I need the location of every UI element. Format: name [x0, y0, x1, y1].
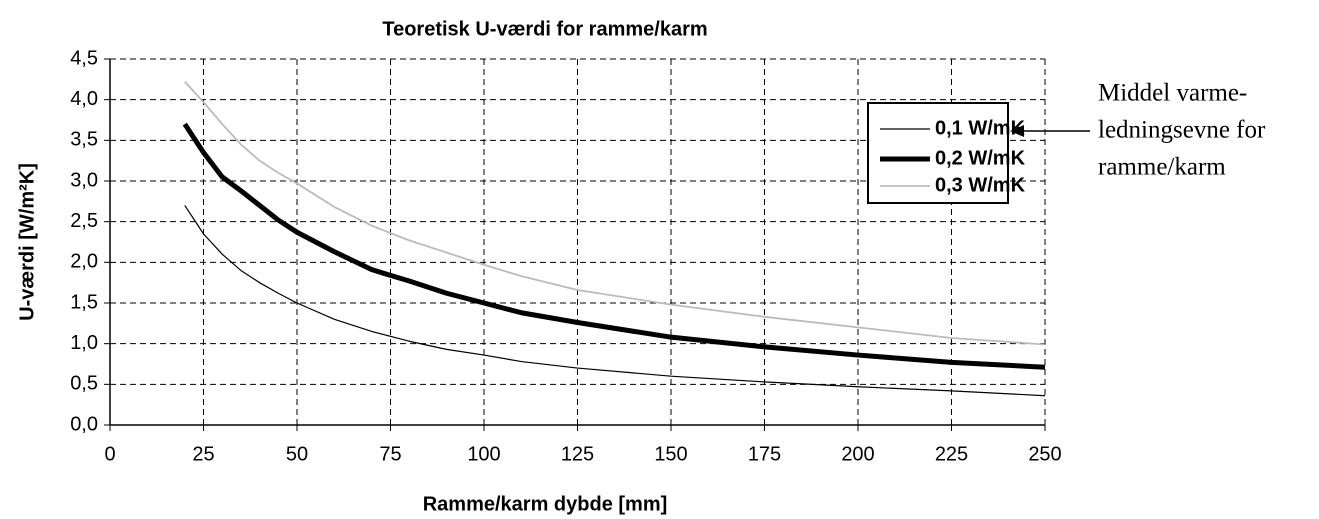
x-tick-label: 250: [1028, 443, 1061, 465]
y-tick-label: 1,5: [70, 291, 98, 313]
y-tick-label: 4,5: [70, 47, 98, 69]
x-tick-label: 100: [467, 443, 500, 465]
x-tick-label: 125: [561, 443, 594, 465]
x-tick-label: 225: [935, 443, 968, 465]
legend-label: 0,2 W/mK: [935, 147, 1026, 169]
annotation: ramme/karm: [1098, 154, 1226, 181]
data-line: [184, 81, 1046, 346]
annotation: ledningsevne for: [1098, 117, 1266, 144]
x-tick-label: 25: [192, 443, 214, 465]
x-tick-label: 150: [654, 443, 687, 465]
y-axis-label: U-værdi [W/m²K]: [16, 163, 38, 321]
y-tick-label: 2,5: [70, 210, 98, 232]
x-axis-label: Ramme/karm dybde [mm]: [423, 493, 668, 515]
legend-label: 0,3 W/mK: [935, 174, 1026, 196]
data-line: [182, 122, 1046, 370]
legend-label: 0,1 W/mK: [935, 117, 1026, 139]
x-tick-label: 50: [286, 443, 308, 465]
y-tick-label: 4,0: [70, 88, 98, 110]
arrow-head: [1010, 125, 1024, 137]
x-tick-label: 200: [841, 443, 874, 465]
data-line: [184, 205, 1046, 397]
x-tick-label: 175: [748, 443, 781, 465]
y-tick-label: 2,0: [70, 251, 98, 273]
y-tick-label: 3,0: [70, 169, 98, 191]
x-tick-label: 0: [104, 443, 115, 465]
y-tick-label: 0,5: [70, 373, 98, 395]
y-tick-label: 1,0: [70, 332, 98, 354]
x-tick-label: 75: [379, 443, 401, 465]
chart-title: Teoretisk U-værdi for ramme/karm: [382, 18, 707, 40]
y-tick-label: 3,5: [70, 129, 98, 151]
annotation: Middel varme-: [1098, 80, 1247, 107]
y-tick-label: 0,0: [70, 413, 98, 435]
